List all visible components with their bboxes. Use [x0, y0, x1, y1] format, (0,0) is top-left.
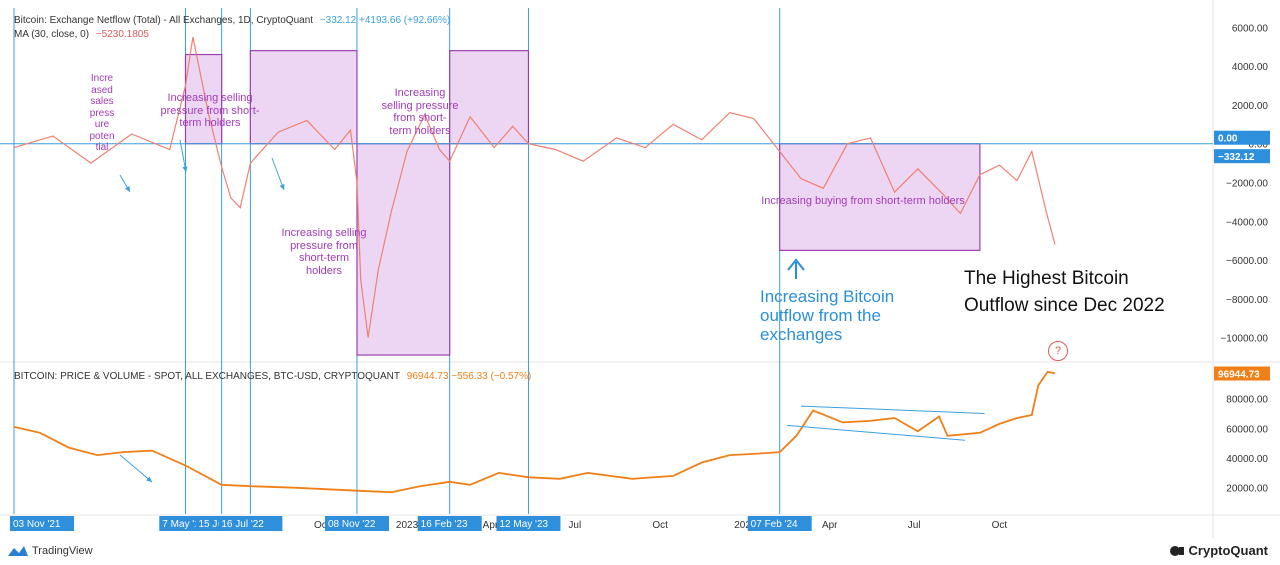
top-ytick-2: 2000.00: [1232, 101, 1269, 112]
date-tag-2: 15 Jun ': [198, 519, 233, 530]
top-ytick-4: −2000.00: [1226, 179, 1268, 190]
price-line: [13, 370, 1056, 494]
cryptoquant-icon: [1169, 545, 1184, 556]
xtick-1: 2023: [396, 520, 419, 531]
netflow-current-tag-bg: [1214, 149, 1270, 164]
annotation-selling-pressure-1: Increasing selling pressure from short- …: [160, 92, 260, 130]
bottom-legend-title: BITCOIN: PRICE & VOLUME - SPOT, ALL EXCH…: [14, 371, 401, 382]
arrow-2-head: [182, 166, 188, 172]
top-ytick-7: −8000.00: [1226, 295, 1268, 306]
top-legend-line1: Bitcoin: Exchange Netflow (Total) - All …: [14, 15, 454, 26]
xtick-4: Oct: [652, 520, 668, 531]
channel-lower: [787, 424, 966, 441]
price-current-tag: 96944.73: [1218, 370, 1260, 381]
date-tag-3: 16 Jul '22: [221, 519, 264, 530]
zero-tag-bg: [1214, 130, 1270, 145]
date-tag-bg-5: [417, 516, 482, 531]
bottom-ytick-3: 20000.00: [1226, 484, 1268, 495]
arrow-3: [271, 157, 285, 191]
date-tag-bg-4: [324, 516, 389, 531]
bottom-ytick-0: 80000.00: [1226, 395, 1268, 406]
xtick-7: Jul: [908, 520, 921, 531]
date-tag-bg-0: [10, 516, 74, 531]
top-legend-line2: MA (30, close, 0) −5230.1805: [14, 29, 153, 40]
tradingview-icon: [8, 546, 28, 556]
box-selling-pressure-3: [449, 50, 530, 145]
zero-tag: 0.00: [1218, 134, 1238, 145]
arrow-3-head: [279, 184, 285, 190]
top-ytick-6: −6000.00: [1226, 256, 1268, 267]
bottom-legend: BITCOIN: PRICE & VOLUME - SPOT, ALL EXCH…: [14, 371, 535, 382]
box-selling-pressure-2: [356, 143, 451, 356]
tradingview-label: TradingView: [32, 545, 93, 557]
ma-legend-value: −5230.1805: [95, 29, 149, 40]
top-legend-title: Bitcoin: Exchange Netflow (Total) - All …: [14, 15, 314, 26]
bottom-ytick-1: 60000.00: [1226, 424, 1268, 435]
box-sales-pressure: [184, 53, 223, 145]
xtick-0: Oct: [314, 520, 330, 531]
date-tag-1: 7 May '2: [162, 519, 200, 530]
box-selling-pressure-1: [249, 50, 358, 145]
arrow-price: [119, 454, 153, 483]
box-buying-pressure: [779, 143, 981, 251]
cryptoquant-label: CryptoQuant: [1188, 543, 1268, 558]
xtick-5: 2024: [734, 520, 757, 531]
xtick-8: Oct: [992, 520, 1008, 531]
date-tag-4: 08 Nov '22: [328, 519, 376, 530]
date-tag-0: 03 Nov '21: [13, 519, 61, 530]
netflow-current-tag: −332.12: [1218, 152, 1255, 163]
top-ytick-8: −10000.00: [1220, 334, 1268, 345]
bottom-legend-values: 96944.73 −556.33 (−0.57%): [406, 371, 532, 382]
outflow-arrow-head: [787, 258, 805, 271]
arrow-price-head: [146, 476, 152, 482]
outflow-note: Increasing Bitcoin outflow from the exch…: [760, 287, 895, 345]
date-tag-6: 12 May '23: [499, 519, 548, 530]
date-tag-bg-3: [218, 516, 283, 531]
xtick-2: Apr: [483, 520, 499, 531]
channel-upper: [800, 405, 985, 415]
date-tag-bg-6: [496, 516, 561, 531]
date-tag-7: 07 Feb '24: [751, 519, 798, 530]
help-icon[interactable]: ?: [1048, 341, 1068, 361]
xtick-3: Jul: [568, 520, 581, 531]
date-tag-bg-7: [747, 516, 812, 531]
cryptoquant-logo: CryptoQuant: [1169, 543, 1268, 558]
top-ytick-1: 4000.00: [1232, 62, 1269, 73]
bottom-ytick-2: 40000.00: [1226, 454, 1268, 465]
annotation-buying-pressure: Increasing buying from short-term holder…: [761, 195, 965, 207]
top-ytick-0: 6000.00: [1232, 23, 1269, 34]
ma-legend-title: MA (30, close, 0): [14, 29, 90, 40]
xtick-6: Apr: [822, 520, 838, 531]
annotation-selling-pressure-2: Increasing selling pressure from short-t…: [281, 227, 367, 277]
top-ytick-5: −4000.00: [1226, 217, 1268, 228]
date-tag-5: 16 Feb '23: [421, 519, 468, 530]
top-legend-values: −332.12 +4193.66 (+92.66%): [319, 15, 451, 26]
annotation-sales-pressure: Incre ased sales press ure poten tial: [89, 73, 115, 153]
arrow-2: [179, 139, 187, 173]
top-ytick-3: 0.00: [1249, 140, 1269, 151]
highest-outflow-note: The Highest Bitcoin Outflow since Dec 20…: [964, 268, 1165, 316]
arrow-1-head: [125, 186, 130, 192]
tradingview-logo: TradingView: [8, 545, 93, 557]
netflow-line: [13, 36, 1056, 338]
annotation-selling-pressure-3: Increasing selling pressure from short- …: [381, 87, 459, 137]
price-current-tag-bg: [1214, 366, 1270, 381]
